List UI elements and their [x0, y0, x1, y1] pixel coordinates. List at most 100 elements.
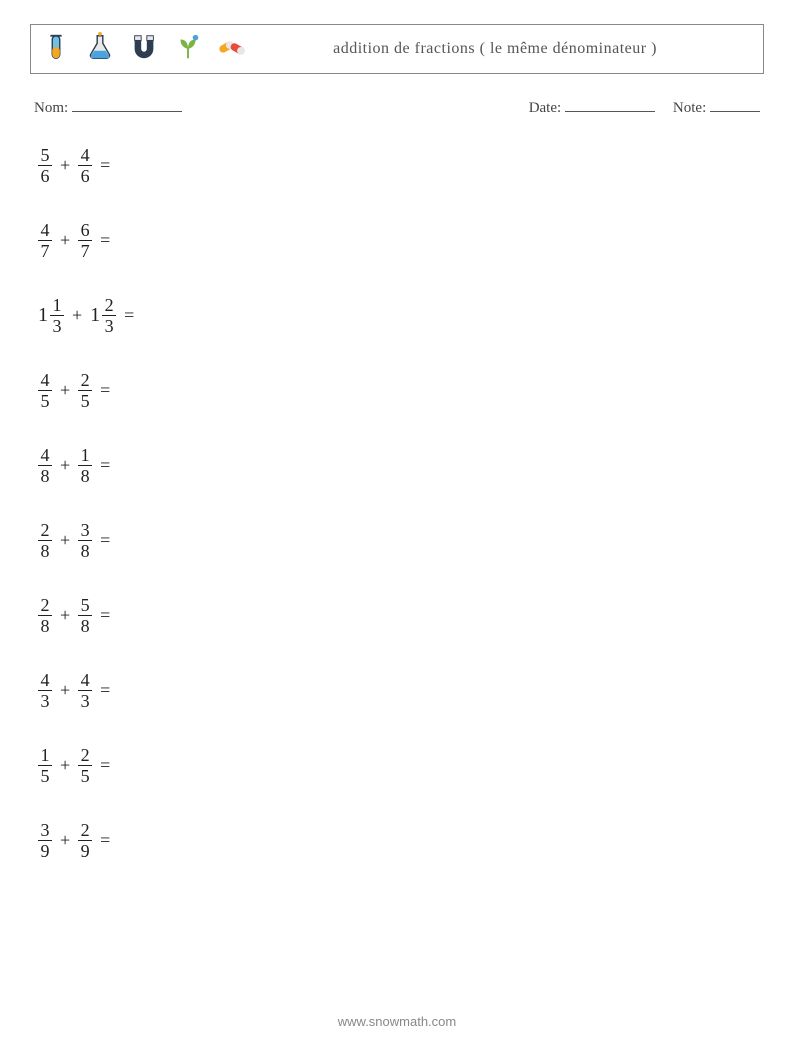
name-label: Nom: — [34, 100, 68, 116]
fraction: 29 — [78, 820, 92, 861]
pills-icon — [217, 32, 247, 67]
numerator: 3 — [39, 820, 52, 840]
header-icons — [41, 32, 247, 67]
denominator: 7 — [39, 241, 52, 261]
equals-sign: = — [100, 755, 110, 776]
fraction: 67 — [78, 220, 92, 261]
fraction: 13 — [50, 295, 64, 336]
fraction: 38 — [78, 520, 92, 561]
denominator: 8 — [79, 541, 92, 561]
date-field: Date: — [529, 98, 655, 117]
fraction: 56 — [38, 145, 52, 186]
numerator: 2 — [79, 820, 92, 840]
equals-sign: = — [100, 455, 110, 476]
numerator: 4 — [39, 220, 52, 240]
numerator: 2 — [103, 295, 116, 315]
equals-sign: = — [100, 380, 110, 401]
note-label: Note: — [673, 100, 706, 116]
date-label: Date: — [529, 100, 561, 116]
denominator: 5 — [79, 391, 92, 411]
denominator: 8 — [39, 466, 52, 486]
denominator: 3 — [103, 316, 116, 336]
title-text: addition de fractions ( le même dénomina… — [333, 40, 657, 57]
fraction: 46 — [78, 145, 92, 186]
denominator: 5 — [79, 766, 92, 786]
equals-sign: = — [100, 680, 110, 701]
numerator: 3 — [79, 520, 92, 540]
numerator: 5 — [39, 145, 52, 165]
denominator: 6 — [39, 166, 52, 186]
plus-operator: + — [60, 830, 70, 851]
sprout-icon — [173, 32, 203, 67]
plus-operator: + — [60, 530, 70, 551]
plus-operator: + — [72, 305, 82, 326]
fraction: 58 — [78, 595, 92, 636]
denominator: 8 — [39, 541, 52, 561]
numerator: 1 — [39, 745, 52, 765]
footer-url: www.snowmath.com — [338, 1014, 456, 1029]
numerator: 1 — [51, 295, 64, 315]
numerator: 4 — [39, 370, 52, 390]
problem-row: 28+58= — [38, 595, 764, 636]
denominator: 8 — [79, 466, 92, 486]
fraction: 48 — [38, 445, 52, 486]
date-blank[interactable] — [565, 98, 655, 112]
fraction: 39 — [38, 820, 52, 861]
numerator: 4 — [39, 445, 52, 465]
denominator: 9 — [39, 841, 52, 861]
fraction: 25 — [78, 370, 92, 411]
denominator: 3 — [51, 316, 64, 336]
name-field: Nom: — [34, 98, 529, 117]
denominator: 8 — [79, 616, 92, 636]
numerator: 1 — [79, 445, 92, 465]
whole-number: 1 — [38, 304, 48, 327]
problem-list: 56+46=47+67=113+123=45+25=48+18=28+38=28… — [30, 145, 764, 861]
note-blank[interactable] — [710, 98, 760, 112]
plus-operator: + — [60, 455, 70, 476]
equals-sign: = — [100, 530, 110, 551]
plus-operator: + — [60, 605, 70, 626]
numerator: 2 — [39, 595, 52, 615]
name-blank[interactable] — [72, 98, 182, 112]
plus-operator: + — [60, 755, 70, 776]
worksheet-title: addition de fractions ( le même dénomina… — [247, 40, 753, 58]
numerator: 4 — [79, 670, 92, 690]
fraction: 47 — [38, 220, 52, 261]
fraction: 28 — [38, 520, 52, 561]
problem-row: 48+18= — [38, 445, 764, 486]
denominator: 9 — [79, 841, 92, 861]
problem-row: 47+67= — [38, 220, 764, 261]
info-row: Nom: Date: Note: — [30, 98, 764, 117]
denominator: 8 — [39, 616, 52, 636]
denominator: 6 — [79, 166, 92, 186]
equals-sign: = — [100, 605, 110, 626]
worksheet-header: addition de fractions ( le même dénomina… — [30, 24, 764, 74]
numerator: 6 — [79, 220, 92, 240]
numerator: 2 — [79, 370, 92, 390]
numerator: 2 — [39, 520, 52, 540]
denominator: 7 — [79, 241, 92, 261]
flask-icon — [85, 32, 115, 67]
numerator: 2 — [79, 745, 92, 765]
fraction: 45 — [38, 370, 52, 411]
problem-row: 28+38= — [38, 520, 764, 561]
fraction: 28 — [38, 595, 52, 636]
plus-operator: + — [60, 680, 70, 701]
fraction: 43 — [38, 670, 52, 711]
denominator: 3 — [39, 691, 52, 711]
problem-row: 45+25= — [38, 370, 764, 411]
plus-operator: + — [60, 155, 70, 176]
fraction: 43 — [78, 670, 92, 711]
equals-sign: = — [124, 305, 134, 326]
problem-row: 15+25= — [38, 745, 764, 786]
problem-row: 43+43= — [38, 670, 764, 711]
problem-row: 113+123= — [38, 295, 764, 336]
test-tube-icon — [41, 32, 71, 67]
plus-operator: + — [60, 230, 70, 251]
denominator: 5 — [39, 766, 52, 786]
numerator: 4 — [79, 145, 92, 165]
problem-row: 56+46= — [38, 145, 764, 186]
numerator: 5 — [79, 595, 92, 615]
equals-sign: = — [100, 155, 110, 176]
whole-number: 1 — [90, 304, 100, 327]
